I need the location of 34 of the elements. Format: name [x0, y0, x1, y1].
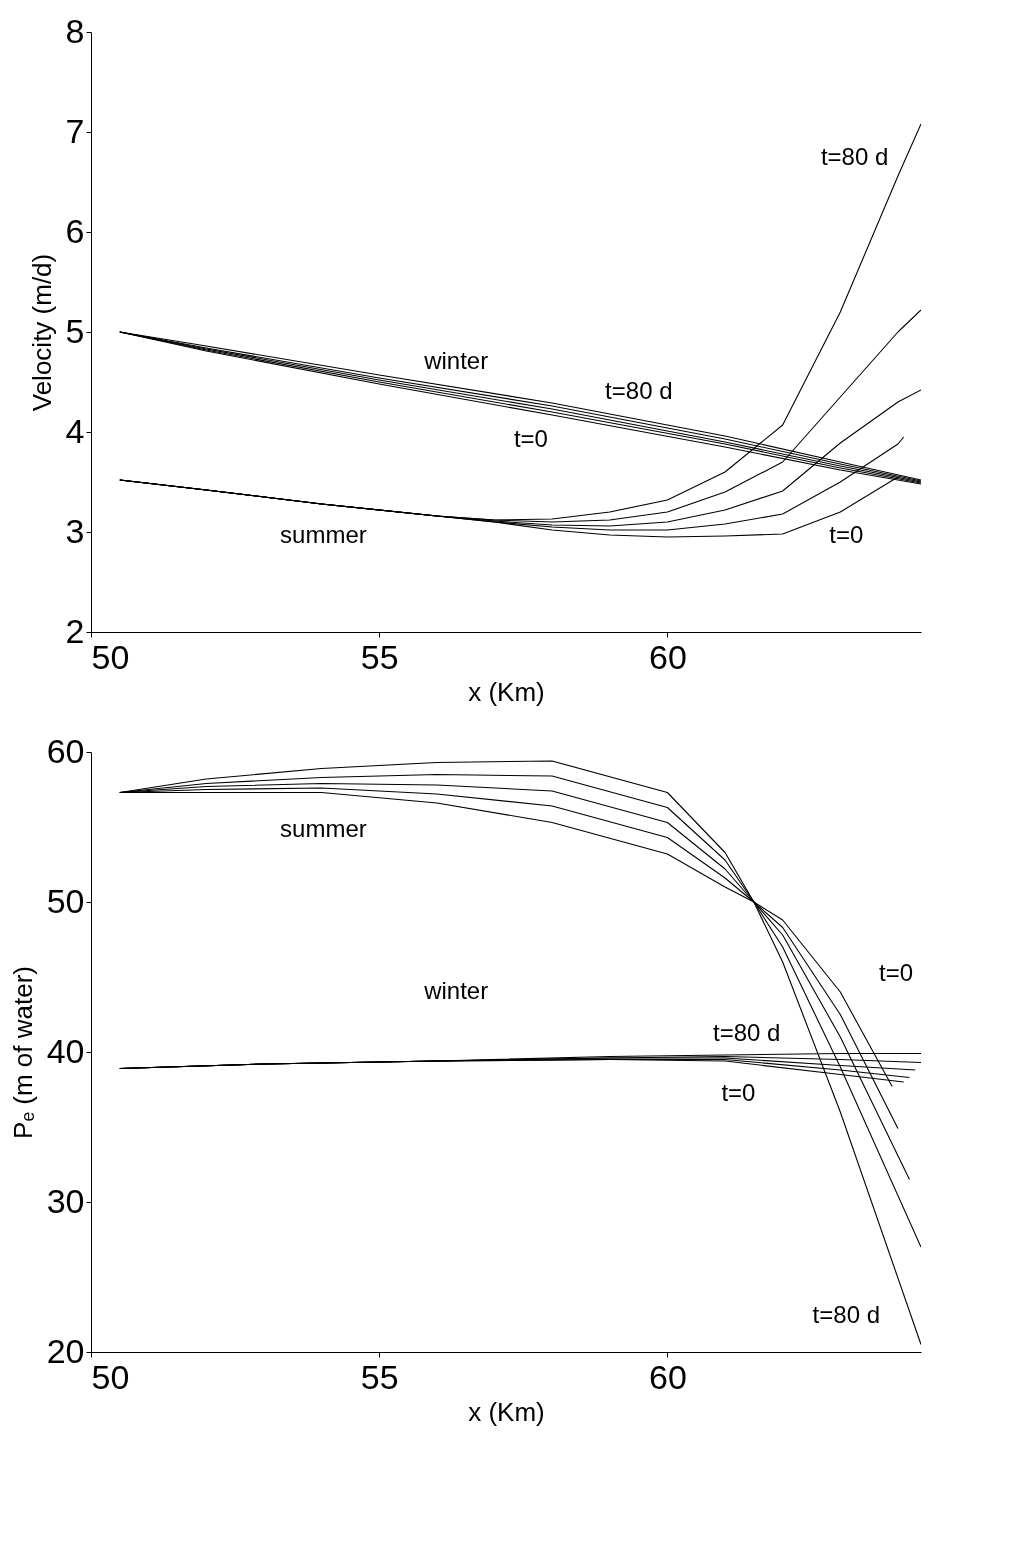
y-tick-label: 6	[65, 211, 85, 250]
y-tick-label: 2	[65, 611, 85, 650]
y-axis-title: Velocity (m/d)	[26, 253, 57, 412]
x-axis-title: x (Km)	[468, 676, 545, 707]
annotation: t=80 d	[713, 1019, 781, 1046]
x-tick-label: 50	[91, 1357, 130, 1396]
x-tick-label: 55	[360, 637, 399, 676]
y-tick-label: 60	[46, 731, 85, 770]
y-axis-title: Pₑ (m of water)	[7, 966, 38, 1139]
annotation: t=80 d	[812, 1301, 880, 1328]
x-tick-label: 55	[360, 1357, 399, 1396]
y-tick-label: 5	[65, 311, 85, 350]
annotation: t=80 d	[820, 143, 889, 170]
annotation: summer	[280, 521, 367, 548]
annotation: t=0	[829, 521, 864, 548]
annotation: summer	[280, 815, 367, 842]
annotation: t=0	[879, 959, 914, 986]
y-tick-label: 50	[46, 881, 85, 920]
annotation: t=80 d	[605, 377, 673, 404]
x-tick-label: 50	[91, 637, 130, 676]
annotation: t=0	[721, 1079, 756, 1106]
y-tick-label: 40	[46, 1031, 85, 1070]
y-tick-label: 3	[65, 511, 85, 550]
x-tick-label: 60	[648, 637, 687, 676]
y-tick-label: 4	[65, 411, 85, 450]
x-axis-title: x (Km)	[468, 1396, 545, 1427]
annotation: winter	[423, 347, 489, 374]
y-tick-label: 8	[65, 11, 85, 50]
annotation: winter	[423, 977, 489, 1004]
y-tick-label: 20	[46, 1331, 85, 1370]
y-tick-label: 30	[46, 1181, 85, 1220]
y-tick-label: 7	[65, 111, 85, 150]
annotation: t=0	[513, 425, 548, 452]
x-tick-label: 60	[648, 1357, 687, 1396]
